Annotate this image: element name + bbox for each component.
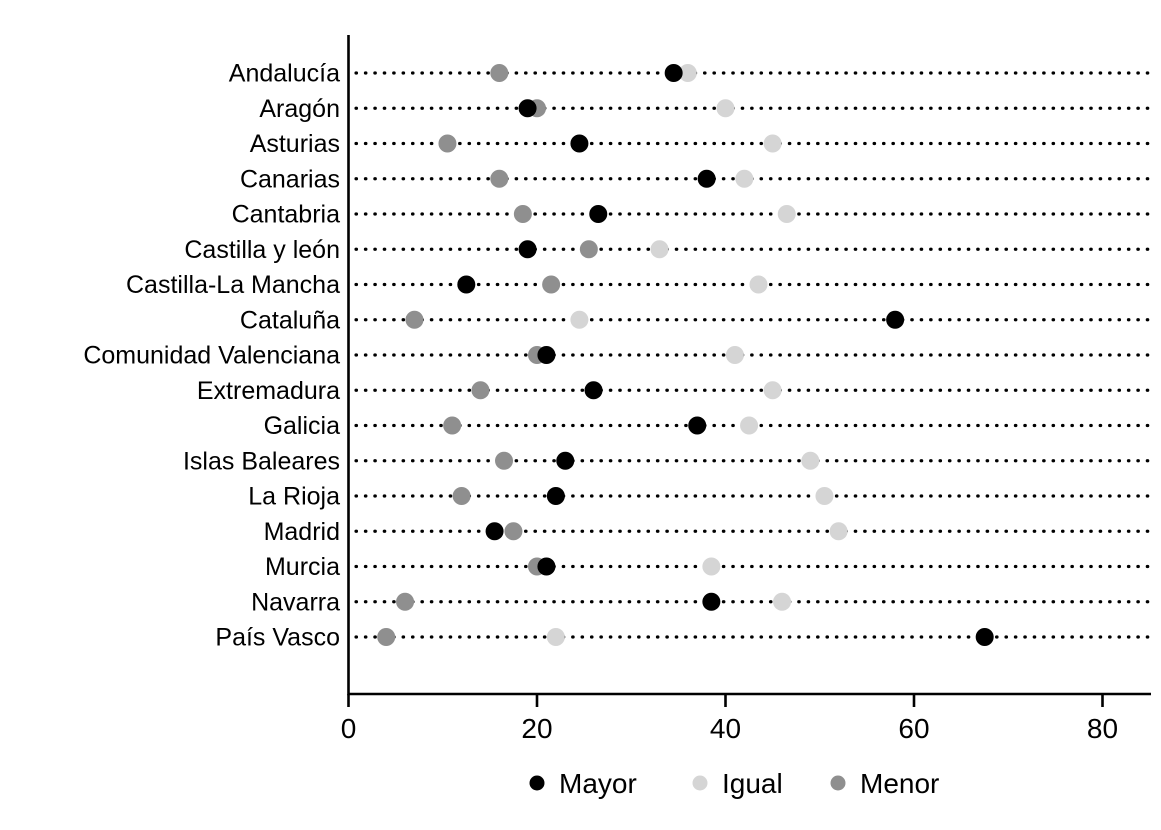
category-label: La Rioja	[248, 483, 340, 511]
dot-mayor	[886, 310, 905, 329]
dot-menor	[471, 381, 490, 400]
dot-mayor	[485, 522, 504, 541]
dot-menor	[377, 628, 396, 646]
dot-igual	[678, 64, 697, 82]
category-label: Andalucía	[229, 60, 340, 88]
dot-menor	[542, 275, 561, 294]
x-tick-label: 60	[898, 713, 929, 744]
dot-mayor	[688, 416, 707, 435]
dot-mayor	[702, 592, 721, 611]
category-label: Asturias	[250, 130, 340, 158]
dot-mayor	[518, 240, 537, 259]
x-tick-label: 20	[521, 713, 552, 744]
legend-label: Menor	[860, 768, 939, 799]
category-label: Canarias	[240, 165, 340, 193]
category-label: Castilla y león	[184, 236, 340, 264]
dot-igual	[763, 134, 782, 153]
category-label: Cataluña	[240, 306, 340, 334]
dot-menor	[579, 240, 598, 259]
dot-mayor	[457, 275, 476, 294]
category-label: Aragón	[259, 95, 340, 123]
dot-mayor	[556, 451, 575, 470]
dot-menor	[438, 134, 457, 153]
dot-menor	[490, 169, 509, 188]
legend-dot-menor	[830, 775, 846, 791]
dot-menor	[504, 522, 523, 541]
dot-igual	[650, 240, 669, 259]
dot-mayor	[518, 99, 537, 118]
dot-igual	[570, 310, 589, 329]
category-label: Castilla-La Mancha	[126, 271, 340, 299]
dot-igual	[773, 592, 792, 611]
category-label: País Vasco	[215, 624, 340, 652]
dot-menor	[405, 310, 424, 329]
legend-dot-mayor	[529, 775, 545, 791]
dot-igual	[749, 275, 768, 294]
category-label: Islas Baleares	[183, 447, 340, 475]
dot-mayor	[589, 205, 608, 223]
legend-dot-igual	[692, 775, 708, 791]
dot-mayor	[546, 487, 565, 505]
dot-menor	[490, 64, 509, 82]
legend-label: Mayor	[559, 768, 637, 799]
dot-menor	[452, 487, 471, 505]
dot-mayor	[664, 64, 683, 82]
dot-igual	[815, 487, 834, 505]
dot-mayor	[584, 381, 603, 400]
category-label: Comunidad Valenciana	[83, 342, 340, 370]
dot-igual	[763, 381, 782, 400]
dot-igual	[702, 557, 721, 576]
category-label: Navarra	[251, 588, 340, 616]
dot-mayor	[537, 346, 556, 364]
dot-igual	[735, 169, 754, 188]
category-label: Murcia	[265, 553, 340, 581]
dot-igual	[716, 99, 735, 118]
dot-menor	[495, 451, 514, 470]
legend-label: Igual	[722, 768, 783, 799]
dot-mayor	[570, 134, 589, 153]
dot-menor	[396, 592, 415, 611]
x-tick-label: 40	[710, 713, 741, 744]
dot-menor	[513, 205, 532, 223]
dot-mayor	[697, 169, 716, 188]
x-tick-label: 0	[341, 713, 357, 744]
dot-igual	[777, 205, 796, 223]
dot-menor	[443, 416, 462, 435]
category-label: Cantabria	[232, 201, 340, 229]
dot-igual	[740, 416, 759, 435]
x-tick-label: 80	[1087, 713, 1118, 744]
dot-igual	[829, 522, 848, 541]
dot-igual	[801, 451, 820, 470]
dot-mayor	[537, 557, 556, 576]
category-label: Galicia	[264, 412, 341, 440]
dot-mayor	[975, 628, 994, 646]
dot-igual	[546, 628, 565, 646]
axis-lines	[347, 35, 1151, 696]
category-label: Madrid	[264, 518, 340, 546]
dot-igual	[725, 346, 744, 364]
category-label: Extremadura	[197, 377, 340, 405]
